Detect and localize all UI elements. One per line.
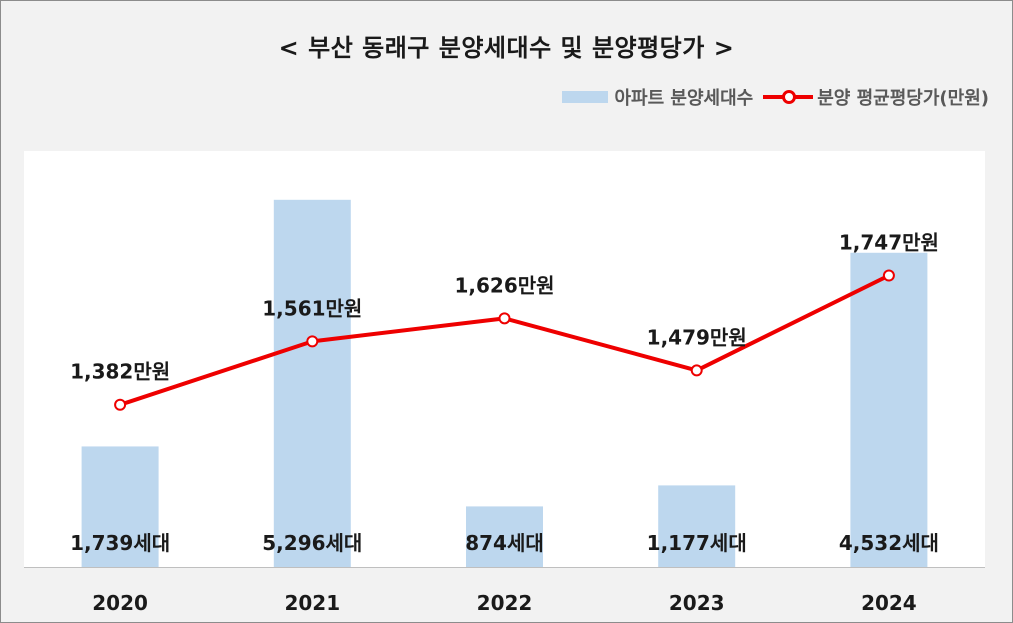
bar-2024	[850, 252, 928, 568]
line-point-2022	[498, 312, 511, 325]
bar-data-label: 5,296세대	[262, 531, 362, 555]
bar-2020	[81, 446, 159, 567]
line-data-label: 1,561만원	[262, 296, 362, 320]
line-point-2024	[882, 269, 895, 282]
bar-data-label: 1,177세대	[647, 531, 747, 555]
legend-line-swatch	[763, 90, 814, 104]
legend: 아파트 분양세대수 분양 평균평당가(만원)	[562, 84, 989, 110]
x-tick-label: 2021	[284, 591, 340, 615]
x-tick-label: 2023	[669, 591, 725, 615]
line-data-label: 1,747만원	[839, 231, 939, 255]
x-tick-label: 2022	[477, 591, 533, 615]
line-point-2023	[690, 364, 703, 377]
x-tick-label: 2024	[861, 591, 917, 615]
x-tick-label: 2020	[92, 591, 148, 615]
legend-bar-swatch	[562, 91, 609, 103]
line-data-label: 1,626만원	[454, 273, 554, 297]
line-point-2021	[306, 335, 319, 348]
bar-data-label: 1,739세대	[70, 531, 170, 555]
legend-bar-label: 아파트 분양세대수	[614, 88, 754, 109]
bar-2023	[658, 485, 736, 567]
line-data-label: 1,479만원	[647, 325, 747, 349]
line-point-2020	[114, 398, 127, 411]
chart-title: < 부산 동래구 분양세대수 및 분양평당가 >	[278, 34, 735, 62]
line-data-label: 1,382만원	[70, 360, 170, 384]
bar-data-label: 4,532세대	[839, 531, 939, 555]
bar-2022	[466, 506, 543, 567]
bar-2021	[273, 199, 351, 567]
plot-area	[24, 151, 985, 568]
legend-line-label: 분양 평균평당가(만원)	[817, 88, 989, 109]
bar-data-label: 874세대	[465, 531, 544, 555]
